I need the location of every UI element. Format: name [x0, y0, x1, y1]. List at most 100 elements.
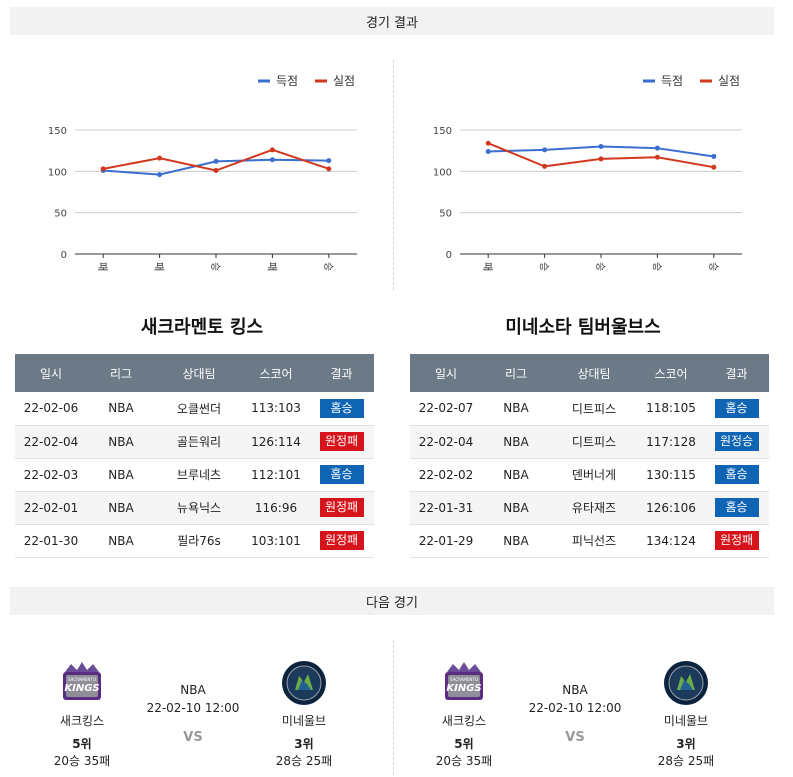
- header-date: 일시: [15, 354, 87, 392]
- away-team-rank: 3위: [294, 737, 314, 751]
- timberwolves-logo-icon: [663, 660, 709, 706]
- data-point: [711, 153, 717, 159]
- result-badge: 원정패: [714, 531, 759, 550]
- table-row: 22-02-04 NBA 골든워리 126:114 원정패: [15, 425, 374, 459]
- cell-date: 22-02-01: [15, 491, 87, 525]
- cell-opponent: 유타재즈: [550, 491, 638, 525]
- cell-result: 홈승: [309, 458, 374, 492]
- table-row: 22-01-30 NBA 필라76s 103:101 원정패: [15, 524, 374, 558]
- away-team-name: 미네울브: [281, 714, 327, 728]
- table-row: 22-02-01 NBA 뉴욕닉스 116:96 원정패: [15, 491, 374, 525]
- svg-text:SACRAMENTO: SACRAMENTO: [68, 677, 96, 682]
- home-team: KINGS SACRAMENTO 새크킹스 5위 20승 35패: [419, 660, 509, 769]
- score-chart-minnesota: 0 50 100 150 패 승 승 승 승 득점 실점: [433, 74, 742, 271]
- cell-result: 원정패: [704, 524, 769, 558]
- result-badge: 홈승: [714, 398, 759, 418]
- match-league: NBA: [180, 683, 206, 697]
- cell-result: 원정패: [309, 524, 374, 558]
- data-point: [485, 140, 491, 146]
- kings-logo-icon: KINGS SACRAMENTO: [59, 660, 105, 706]
- away-team-record: 28승 25패: [657, 754, 715, 768]
- legend-label: 실점: [333, 74, 355, 88]
- cell-date: 22-02-02: [410, 458, 482, 492]
- table-header-row: 일시 리그 상대팀 스코어 결과: [410, 354, 769, 392]
- cell-league: NBA: [482, 524, 550, 558]
- result-badge: 원정패: [319, 498, 364, 517]
- cell-league: NBA: [87, 425, 155, 459]
- svg-text:SACRAMENTO: SACRAMENTO: [450, 677, 478, 682]
- data-point: [542, 147, 548, 153]
- header-date: 일시: [410, 354, 482, 392]
- data-point: [269, 157, 275, 163]
- cell-date: 22-02-04: [410, 425, 482, 459]
- table-row: 22-02-03 NBA 브루네츠 112:101 홈승: [15, 458, 374, 492]
- away-team-record: 28승 25패: [275, 754, 333, 768]
- next-game-divider: [393, 640, 394, 775]
- cell-league: NBA: [482, 458, 550, 492]
- cell-opponent: 오클썬더: [155, 392, 243, 426]
- cell-league: NBA: [482, 392, 550, 426]
- cell-league: NBA: [87, 392, 155, 426]
- data-point: [654, 154, 660, 160]
- header-result: 결과: [309, 354, 374, 392]
- data-point: [711, 164, 717, 170]
- table-row: 22-01-31 NBA 유타재즈 126:106 홈승: [410, 491, 769, 525]
- cell-date: 22-01-30: [15, 524, 87, 558]
- x-tick-label: 승: [322, 262, 334, 271]
- data-point: [269, 147, 275, 153]
- cell-opponent: 골든워리: [155, 425, 243, 459]
- data-point: [326, 158, 332, 164]
- result-badge: 원정패: [319, 531, 364, 550]
- cell-score: 126:106: [638, 491, 704, 525]
- home-team: KINGS SACRAMENTO 새크킹스 5위 20승 35패: [37, 660, 127, 769]
- data-point: [598, 156, 604, 162]
- kings-logo-icon: KINGS SACRAMENTO: [441, 660, 487, 706]
- next-game-section-header: 다음 경기: [10, 587, 774, 615]
- away-team-rank: 3위: [676, 737, 696, 751]
- result-badge: 홈승: [319, 465, 364, 484]
- match-info: NBA 22-02-10 12:00: [143, 683, 243, 715]
- data-point: [654, 145, 660, 151]
- cell-date: 22-01-29: [410, 524, 482, 558]
- header-score: 스코어: [243, 354, 309, 392]
- cell-score: 130:115: [638, 458, 704, 492]
- header-opponent: 상대팀: [550, 354, 638, 392]
- cell-result: 원정패: [309, 425, 374, 459]
- cell-opponent: 덴버너게: [550, 458, 638, 492]
- vs-label: VS: [565, 730, 585, 745]
- data-point: [213, 158, 219, 164]
- cell-date: 22-01-31: [410, 491, 482, 525]
- svg-text:KINGS: KINGS: [446, 683, 481, 694]
- cell-score: 112:101: [243, 458, 309, 492]
- cell-league: NBA: [87, 458, 155, 492]
- header-opponent: 상대팀: [155, 354, 243, 392]
- cell-league: NBA: [87, 491, 155, 525]
- data-point: [100, 166, 106, 172]
- x-tick-label: 승: [594, 262, 606, 271]
- score-chart-sacramento: 0 50 100 150 패 패 승 패 승 득점 실점: [48, 74, 357, 271]
- cell-opponent: 피닉선즈: [550, 524, 638, 558]
- team-title-minnesota: 미네소타 팀버울브스: [505, 317, 661, 338]
- cell-opponent: 브루네츠: [155, 458, 243, 492]
- cell-opponent: 필라76s: [155, 524, 243, 558]
- header-league: 리그: [482, 354, 550, 392]
- cell-score: 118:105: [638, 392, 704, 426]
- legend-label: 득점: [276, 74, 298, 88]
- cell-opponent: 디트피스: [550, 425, 638, 459]
- data-point: [326, 166, 332, 172]
- y-tick-label: 50: [54, 209, 67, 220]
- chart-divider: [393, 60, 394, 290]
- cell-date: 22-02-04: [15, 425, 87, 459]
- data-point: [213, 168, 219, 174]
- cell-score: 126:114: [243, 425, 309, 459]
- cell-league: NBA: [482, 491, 550, 525]
- away-team-name: 미네울브: [663, 714, 709, 728]
- x-tick-label: 승: [209, 262, 221, 271]
- cell-score: 116:96: [243, 491, 309, 525]
- cell-date: 22-02-06: [15, 392, 87, 426]
- timberwolves-logo-icon: [281, 660, 327, 706]
- results-table-minnesota: 일시 리그 상대팀 스코어 결과 22-02-07 NBA 디트피스 118:105 홈…: [410, 354, 769, 558]
- home-team-record: 20승 35패: [53, 754, 111, 768]
- result-badge: 원정승: [714, 432, 759, 451]
- home-team-rank: 5위: [72, 737, 92, 751]
